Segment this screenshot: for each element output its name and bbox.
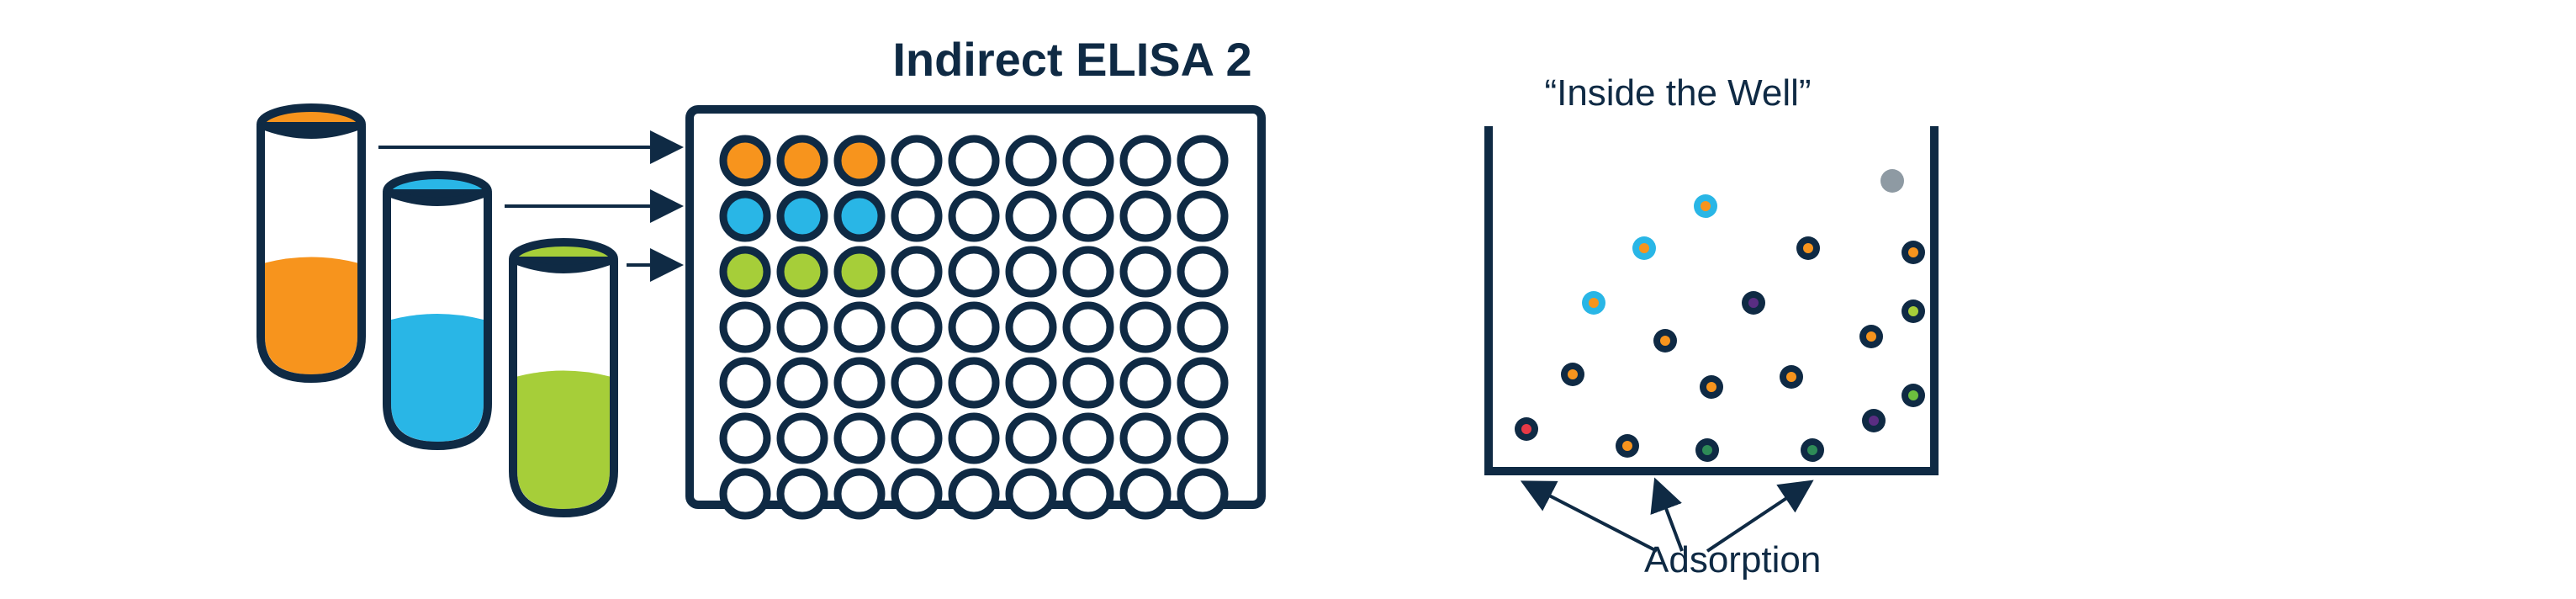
plate-well-empty — [723, 305, 767, 349]
plate-well-empty — [838, 305, 881, 349]
plate-well-empty — [780, 361, 824, 405]
tube-liquid — [517, 371, 610, 510]
plate-well-empty — [723, 361, 767, 405]
plate-well-filled — [838, 250, 881, 294]
antigen-dot — [1862, 409, 1886, 432]
antigen-dot — [1616, 434, 1639, 458]
plate-well-filled — [780, 139, 824, 183]
inside-the-well-label: “Inside the Well” — [1544, 72, 1811, 114]
plate-well-empty — [1066, 416, 1110, 460]
plate-well-empty — [895, 361, 939, 405]
plate-well-empty — [780, 416, 824, 460]
plate-well-empty — [723, 472, 767, 516]
plate-well-empty — [1124, 139, 1167, 183]
plate-well-empty — [895, 139, 939, 183]
antigen-dot — [1902, 384, 1925, 407]
diagram-title: Indirect ELISA 2 — [892, 33, 1251, 86]
plate-well-filled — [723, 139, 767, 183]
plate-well-empty — [1009, 305, 1053, 349]
plate-well-empty — [1124, 305, 1167, 349]
antigen-dot — [1801, 438, 1824, 462]
plate-layer — [690, 109, 1262, 516]
plate-well-filled — [780, 194, 824, 238]
plate-well-empty — [1009, 416, 1053, 460]
plate-well-filled — [780, 250, 824, 294]
plate-well-empty — [838, 416, 881, 460]
antigen-dot — [1695, 438, 1719, 462]
plate-well-empty — [1124, 416, 1167, 460]
title-layer: Indirect ELISA 2 — [892, 33, 1251, 86]
antigen-dot — [1694, 194, 1717, 218]
adsorption-label: Adsorption — [1644, 539, 1821, 580]
plate-well-empty — [1181, 250, 1225, 294]
plate-well-empty — [1009, 139, 1053, 183]
plate-well-empty — [1066, 361, 1110, 405]
plate-well-empty — [952, 194, 996, 238]
antigen-dot — [1561, 363, 1584, 386]
test-tube — [261, 108, 362, 379]
well-detail-layer — [1489, 130, 1934, 471]
plate-well-empty — [1124, 194, 1167, 238]
plate-well-empty — [952, 250, 996, 294]
plate-well-empty — [1009, 361, 1053, 405]
test-tube — [513, 242, 614, 513]
plate-well-empty — [952, 472, 996, 516]
adsorption-arrow — [1526, 484, 1657, 551]
antigen-dot — [1796, 236, 1820, 260]
plate-well-empty — [1066, 139, 1110, 183]
plate-well-empty — [952, 416, 996, 460]
plate-well-empty — [952, 305, 996, 349]
plate-well-filled — [723, 250, 767, 294]
plate-well-empty — [1124, 472, 1167, 516]
plate-well-empty — [1124, 361, 1167, 405]
plate-well-empty — [895, 305, 939, 349]
plate-well-empty — [1181, 305, 1225, 349]
plate-well-filled — [838, 194, 881, 238]
antigen-dot — [1859, 325, 1883, 348]
plate-well-filled — [723, 194, 767, 238]
plate-well-empty — [1124, 250, 1167, 294]
plate-well-empty — [952, 361, 996, 405]
antigen-dot — [1780, 365, 1803, 389]
plate-well-empty — [895, 472, 939, 516]
plate-well-empty — [1066, 305, 1110, 349]
tubes-layer — [261, 108, 614, 513]
tube-liquid — [391, 314, 484, 442]
antigen-dot — [1582, 291, 1605, 315]
plate-well-empty — [780, 472, 824, 516]
plate-well-empty — [1066, 194, 1110, 238]
plate-well-empty — [895, 194, 939, 238]
plate-well-empty — [952, 139, 996, 183]
antigen-dot — [1902, 241, 1925, 264]
antigen-dot — [1880, 169, 1904, 193]
plate-well-empty — [1181, 416, 1225, 460]
plate-well-empty — [838, 361, 881, 405]
plate-well-filled — [838, 139, 881, 183]
plate-well-empty — [838, 472, 881, 516]
antigen-dot — [1902, 300, 1925, 323]
antigen-dot — [1515, 417, 1538, 441]
plate-well-empty — [780, 305, 824, 349]
plate-well-empty — [1181, 361, 1225, 405]
plate-well-empty — [895, 250, 939, 294]
antigen-dot — [1700, 375, 1723, 399]
test-tube — [387, 175, 488, 446]
plate-well-empty — [1009, 194, 1053, 238]
antigen-dot — [1632, 236, 1656, 260]
diagram-svg: Indirect ELISA 2 “Inside the Well” Adsorp… — [0, 0, 2576, 599]
plate-well-empty — [1181, 139, 1225, 183]
plate-well-empty — [1009, 250, 1053, 294]
plate-well-empty — [1181, 472, 1225, 516]
tube-liquid — [265, 257, 357, 375]
plate-well-empty — [1181, 194, 1225, 238]
diagram-stage: { "canvas": { "width": 3063, "height": 7… — [0, 0, 2576, 599]
plate-well-empty — [723, 416, 767, 460]
plate-well-empty — [1009, 472, 1053, 516]
plate-well-empty — [1066, 472, 1110, 516]
antigen-dot — [1653, 329, 1677, 353]
plate-well-empty — [895, 416, 939, 460]
plate-well-empty — [1066, 250, 1110, 294]
antigen-dot — [1742, 291, 1765, 315]
